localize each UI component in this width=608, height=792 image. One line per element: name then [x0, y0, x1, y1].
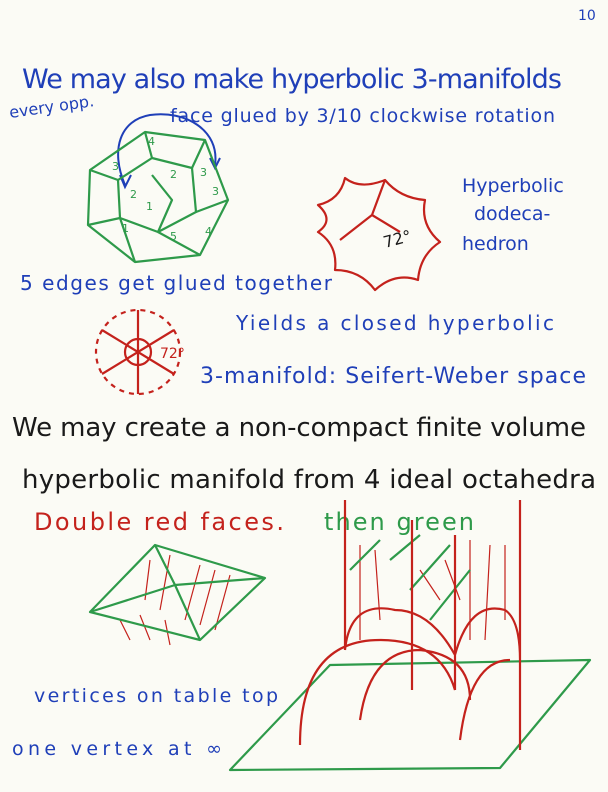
arrow — [117, 113, 217, 186]
ideal-octahedra-sketch — [228, 500, 592, 772]
octahedron-sketch — [88, 543, 267, 646]
edge-label: 3 — [200, 166, 207, 179]
edge-label: 1 — [146, 200, 153, 213]
dodecahedron-sketch — [86, 130, 230, 264]
edge-label: 1 — [122, 222, 129, 235]
text-line: 3-manifold: Seifert-Weber space — [200, 364, 586, 389]
text-line: then green — [324, 508, 474, 536]
text-line: Double red faces. — [34, 508, 284, 536]
text-line: one vertex at ∞ — [12, 738, 222, 760]
edge-label: 2 — [130, 188, 137, 201]
page-number: 10 — [578, 8, 596, 24]
label: hedron — [462, 233, 529, 255]
angle-label: 72° — [381, 226, 413, 252]
text-line: hyperbolic manifold from 4 ideal octahed… — [22, 465, 596, 495]
hyperbolic-dodecahedron-sketch — [316, 176, 442, 292]
note: face glued by 3/10 clockwise rotation — [170, 105, 555, 127]
text-line: vertices on table top — [34, 685, 278, 707]
text-line: Yields a closed hyperbolic — [235, 311, 554, 335]
angle-label: 72° — [160, 346, 185, 362]
edge-label: 4 — [205, 225, 212, 238]
edge-label: 3 — [212, 185, 219, 198]
text-line: We may create a non-compact finite volum… — [12, 413, 586, 443]
edge-cycle-sketch — [94, 308, 182, 396]
text-line: 5 edges get glued together — [20, 271, 333, 295]
edge-label: 4 — [148, 135, 155, 148]
heading-line: We may also make hyperbolic 3-manifolds — [22, 64, 562, 95]
label: Hyperbolic — [462, 175, 564, 197]
label: dodeca- — [474, 203, 550, 225]
edge-label: 5 — [170, 230, 177, 243]
edge-label: 3 — [112, 160, 119, 173]
note: every opp. — [8, 91, 95, 122]
edge-label: 2 — [170, 168, 177, 181]
